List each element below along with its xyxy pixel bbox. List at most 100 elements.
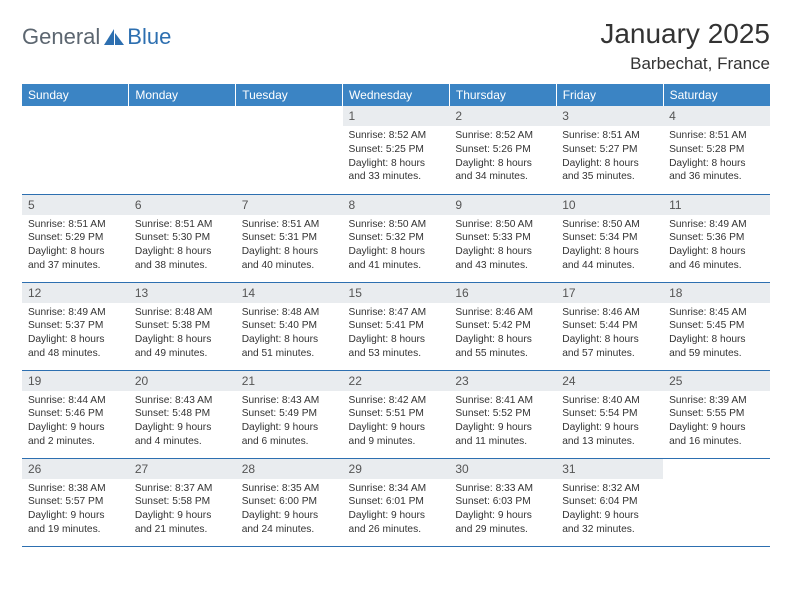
daylight-line2: and 4 minutes. bbox=[135, 435, 230, 449]
day-number: 26 bbox=[22, 459, 129, 479]
day-content: Sunrise: 8:50 AMSunset: 5:34 PMDaylight:… bbox=[556, 215, 663, 277]
calendar-cell: 25Sunrise: 8:39 AMSunset: 5:55 PMDayligh… bbox=[663, 370, 770, 458]
day-number: 13 bbox=[129, 283, 236, 303]
sunset: Sunset: 5:38 PM bbox=[135, 319, 230, 333]
sunrise: Sunrise: 8:51 AM bbox=[669, 129, 764, 143]
sunrise: Sunrise: 8:50 AM bbox=[455, 218, 550, 232]
sunset: Sunset: 5:51 PM bbox=[349, 407, 444, 421]
daylight-line2: and 9 minutes. bbox=[349, 435, 444, 449]
day-content: Sunrise: 8:51 AMSunset: 5:31 PMDaylight:… bbox=[236, 215, 343, 277]
sunrise: Sunrise: 8:32 AM bbox=[562, 482, 657, 496]
day-content: Sunrise: 8:45 AMSunset: 5:45 PMDaylight:… bbox=[663, 303, 770, 365]
daylight-line2: and 19 minutes. bbox=[28, 523, 123, 537]
calendar-cell: 19Sunrise: 8:44 AMSunset: 5:46 PMDayligh… bbox=[22, 370, 129, 458]
day-number: 8 bbox=[343, 195, 450, 215]
day-number: 18 bbox=[663, 283, 770, 303]
sunset: Sunset: 5:36 PM bbox=[669, 231, 764, 245]
daylight-line2: and 24 minutes. bbox=[242, 523, 337, 537]
daylight-line2: and 32 minutes. bbox=[562, 523, 657, 537]
calendar-cell: 1Sunrise: 8:52 AMSunset: 5:25 PMDaylight… bbox=[343, 106, 450, 194]
weekday-saturday: Saturday bbox=[663, 84, 770, 106]
daylight-line2: and 40 minutes. bbox=[242, 259, 337, 273]
sunset: Sunset: 5:42 PM bbox=[455, 319, 550, 333]
day-number: 2 bbox=[449, 106, 556, 126]
daylight-line1: Daylight: 8 hours bbox=[349, 245, 444, 259]
weekday-thursday: Thursday bbox=[449, 84, 556, 106]
daylight-line1: Daylight: 9 hours bbox=[135, 509, 230, 523]
daylight-line2: and 57 minutes. bbox=[562, 347, 657, 361]
day-content: Sunrise: 8:44 AMSunset: 5:46 PMDaylight:… bbox=[22, 391, 129, 453]
calendar-cell: 31Sunrise: 8:32 AMSunset: 6:04 PMDayligh… bbox=[556, 458, 663, 546]
weekday-tuesday: Tuesday bbox=[236, 84, 343, 106]
sunrise: Sunrise: 8:49 AM bbox=[669, 218, 764, 232]
daylight-line1: Daylight: 9 hours bbox=[28, 509, 123, 523]
daylight-line2: and 53 minutes. bbox=[349, 347, 444, 361]
daylight-line2: and 26 minutes. bbox=[349, 523, 444, 537]
day-number: 10 bbox=[556, 195, 663, 215]
logo-sail-icon bbox=[104, 29, 124, 45]
calendar-cell: 16Sunrise: 8:46 AMSunset: 5:42 PMDayligh… bbox=[449, 282, 556, 370]
day-number: 24 bbox=[556, 371, 663, 391]
daylight-line2: and 44 minutes. bbox=[562, 259, 657, 273]
calendar-cell bbox=[129, 106, 236, 194]
daylight-line1: Daylight: 9 hours bbox=[349, 509, 444, 523]
day-content: Sunrise: 8:32 AMSunset: 6:04 PMDaylight:… bbox=[556, 479, 663, 541]
daylight-line2: and 43 minutes. bbox=[455, 259, 550, 273]
weekday-friday: Friday bbox=[556, 84, 663, 106]
daylight-line2: and 38 minutes. bbox=[135, 259, 230, 273]
sunrise: Sunrise: 8:51 AM bbox=[28, 218, 123, 232]
day-content: Sunrise: 8:49 AMSunset: 5:36 PMDaylight:… bbox=[663, 215, 770, 277]
calendar-week-row: 26Sunrise: 8:38 AMSunset: 5:57 PMDayligh… bbox=[22, 458, 770, 546]
day-number: 15 bbox=[343, 283, 450, 303]
daylight-line1: Daylight: 8 hours bbox=[669, 333, 764, 347]
weekday-sunday: Sunday bbox=[22, 84, 129, 106]
daylight-line1: Daylight: 9 hours bbox=[349, 421, 444, 435]
day-content: Sunrise: 8:47 AMSunset: 5:41 PMDaylight:… bbox=[343, 303, 450, 365]
sunrise: Sunrise: 8:50 AM bbox=[349, 218, 444, 232]
day-number: 28 bbox=[236, 459, 343, 479]
daylight-line1: Daylight: 8 hours bbox=[242, 245, 337, 259]
sunset: Sunset: 5:34 PM bbox=[562, 231, 657, 245]
day-content: Sunrise: 8:37 AMSunset: 5:58 PMDaylight:… bbox=[129, 479, 236, 541]
calendar-cell: 20Sunrise: 8:43 AMSunset: 5:48 PMDayligh… bbox=[129, 370, 236, 458]
sunrise: Sunrise: 8:52 AM bbox=[349, 129, 444, 143]
daylight-line1: Daylight: 8 hours bbox=[669, 245, 764, 259]
day-content: Sunrise: 8:46 AMSunset: 5:44 PMDaylight:… bbox=[556, 303, 663, 365]
calendar-cell: 9Sunrise: 8:50 AMSunset: 5:33 PMDaylight… bbox=[449, 194, 556, 282]
calendar-week-row: 19Sunrise: 8:44 AMSunset: 5:46 PMDayligh… bbox=[22, 370, 770, 458]
sunrise: Sunrise: 8:51 AM bbox=[242, 218, 337, 232]
day-content: Sunrise: 8:49 AMSunset: 5:37 PMDaylight:… bbox=[22, 303, 129, 365]
daylight-line1: Daylight: 8 hours bbox=[562, 245, 657, 259]
sunrise: Sunrise: 8:35 AM bbox=[242, 482, 337, 496]
day-number: 11 bbox=[663, 195, 770, 215]
daylight-line1: Daylight: 9 hours bbox=[455, 421, 550, 435]
sunrise: Sunrise: 8:43 AM bbox=[242, 394, 337, 408]
daylight-line1: Daylight: 9 hours bbox=[135, 421, 230, 435]
day-number: 3 bbox=[556, 106, 663, 126]
daylight-line1: Daylight: 8 hours bbox=[669, 157, 764, 171]
calendar-cell: 10Sunrise: 8:50 AMSunset: 5:34 PMDayligh… bbox=[556, 194, 663, 282]
day-content: Sunrise: 8:52 AMSunset: 5:26 PMDaylight:… bbox=[449, 126, 556, 188]
sunset: Sunset: 5:37 PM bbox=[28, 319, 123, 333]
daylight-line1: Daylight: 9 hours bbox=[28, 421, 123, 435]
calendar-cell: 5Sunrise: 8:51 AMSunset: 5:29 PMDaylight… bbox=[22, 194, 129, 282]
sunrise: Sunrise: 8:34 AM bbox=[349, 482, 444, 496]
calendar-cell: 28Sunrise: 8:35 AMSunset: 6:00 PMDayligh… bbox=[236, 458, 343, 546]
daylight-line2: and 48 minutes. bbox=[28, 347, 123, 361]
sunrise: Sunrise: 8:43 AM bbox=[135, 394, 230, 408]
day-content: Sunrise: 8:43 AMSunset: 5:49 PMDaylight:… bbox=[236, 391, 343, 453]
sunset: Sunset: 5:40 PM bbox=[242, 319, 337, 333]
daylight-line2: and 2 minutes. bbox=[28, 435, 123, 449]
daylight-line2: and 11 minutes. bbox=[455, 435, 550, 449]
daylight-line2: and 55 minutes. bbox=[455, 347, 550, 361]
calendar-cell: 27Sunrise: 8:37 AMSunset: 5:58 PMDayligh… bbox=[129, 458, 236, 546]
day-number: 21 bbox=[236, 371, 343, 391]
daylight-line2: and 13 minutes. bbox=[562, 435, 657, 449]
sunrise: Sunrise: 8:41 AM bbox=[455, 394, 550, 408]
daylight-line1: Daylight: 8 hours bbox=[135, 245, 230, 259]
day-number: 16 bbox=[449, 283, 556, 303]
daylight-line2: and 21 minutes. bbox=[135, 523, 230, 537]
sunrise: Sunrise: 8:47 AM bbox=[349, 306, 444, 320]
sunrise: Sunrise: 8:52 AM bbox=[455, 129, 550, 143]
day-content: Sunrise: 8:46 AMSunset: 5:42 PMDaylight:… bbox=[449, 303, 556, 365]
